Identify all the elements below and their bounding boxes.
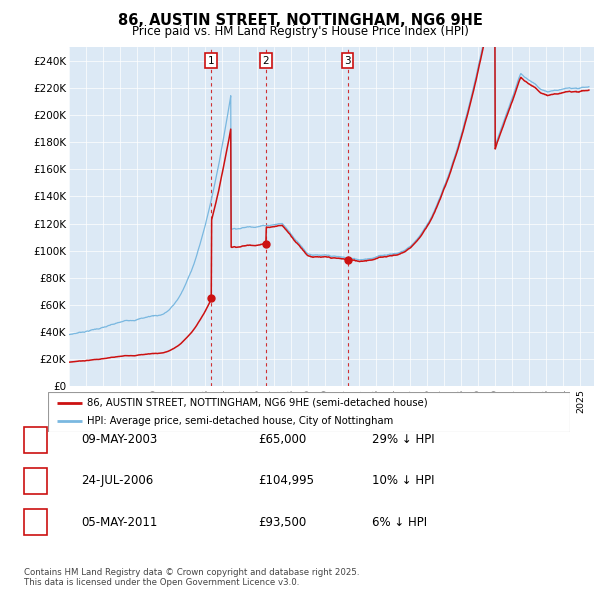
Text: 2: 2: [32, 474, 39, 487]
Text: 05-MAY-2011: 05-MAY-2011: [81, 516, 157, 529]
Text: 2: 2: [263, 56, 269, 65]
FancyBboxPatch shape: [48, 392, 570, 432]
Text: 86, AUSTIN STREET, NOTTINGHAM, NG6 9HE: 86, AUSTIN STREET, NOTTINGHAM, NG6 9HE: [118, 13, 482, 28]
Text: 24-JUL-2006: 24-JUL-2006: [81, 474, 153, 487]
Text: 3: 3: [344, 56, 351, 65]
Text: 10% ↓ HPI: 10% ↓ HPI: [372, 474, 434, 487]
Text: HPI: Average price, semi-detached house, City of Nottingham: HPI: Average price, semi-detached house,…: [87, 416, 394, 426]
Text: 6% ↓ HPI: 6% ↓ HPI: [372, 516, 427, 529]
Text: £93,500: £93,500: [258, 516, 306, 529]
Text: £65,000: £65,000: [258, 433, 306, 446]
Text: £104,995: £104,995: [258, 474, 314, 487]
Text: Price paid vs. HM Land Registry's House Price Index (HPI): Price paid vs. HM Land Registry's House …: [131, 25, 469, 38]
Text: 86, AUSTIN STREET, NOTTINGHAM, NG6 9HE (semi-detached house): 86, AUSTIN STREET, NOTTINGHAM, NG6 9HE (…: [87, 398, 428, 408]
Text: Contains HM Land Registry data © Crown copyright and database right 2025.
This d: Contains HM Land Registry data © Crown c…: [24, 568, 359, 587]
Text: 09-MAY-2003: 09-MAY-2003: [81, 433, 157, 446]
Text: 1: 1: [32, 433, 39, 446]
Text: 1: 1: [208, 56, 215, 65]
Text: 29% ↓ HPI: 29% ↓ HPI: [372, 433, 434, 446]
Text: 3: 3: [32, 516, 39, 529]
